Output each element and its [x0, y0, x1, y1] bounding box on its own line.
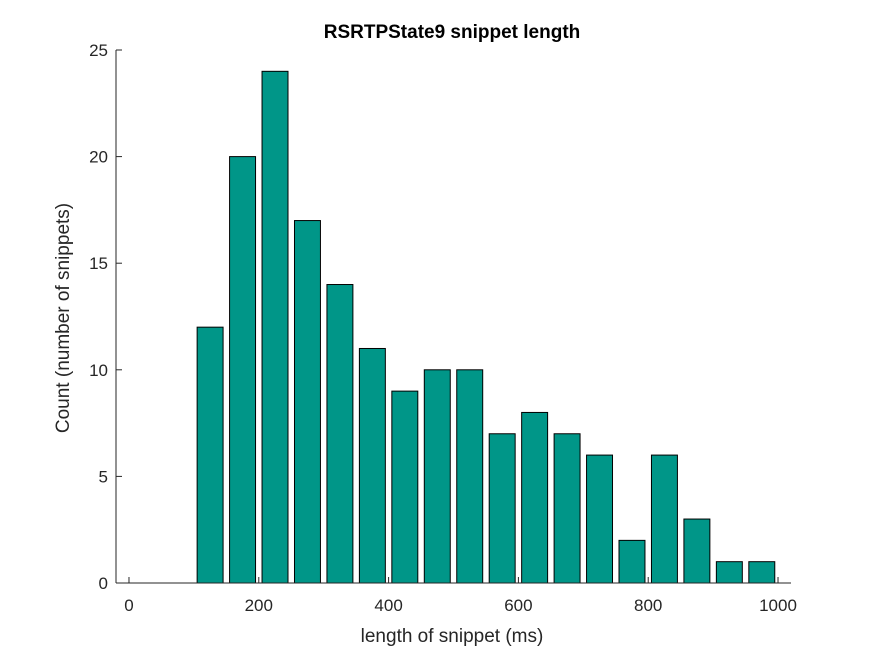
y-tick-label: 5 — [99, 467, 108, 486]
x-tick-label: 1000 — [759, 596, 797, 615]
x-tick-label: 200 — [245, 596, 273, 615]
x-tick-label: 600 — [504, 596, 532, 615]
y-axis-label: Count (number of snippets) — [53, 203, 74, 433]
x-tick-label: 400 — [374, 596, 402, 615]
y-tick-label: 20 — [89, 148, 108, 167]
bar — [650, 454, 678, 584]
bar — [715, 561, 743, 584]
bar — [521, 411, 549, 584]
bar — [293, 220, 321, 584]
bar — [456, 369, 484, 584]
y-tick-label: 25 — [89, 41, 108, 60]
bars-group — [132, 70, 776, 584]
x-axis-label: length of snippet (ms) — [361, 626, 544, 647]
bar — [683, 518, 711, 584]
bar — [586, 454, 614, 584]
bar — [229, 156, 257, 584]
bar — [261, 70, 289, 584]
bar — [748, 561, 776, 584]
chart-title: RSRTPState9 snippet length — [324, 22, 581, 43]
bar — [423, 369, 451, 584]
y-tick-label: 15 — [89, 254, 108, 273]
bar — [196, 326, 224, 584]
bar — [618, 539, 646, 584]
x-tick-label: 0 — [124, 596, 133, 615]
bar — [488, 433, 516, 584]
y-tick-label: 0 — [99, 574, 108, 593]
y-tick-label: 10 — [89, 361, 108, 380]
x-ticks-group: 0 200 400 600 800 1000 — [124, 577, 797, 615]
bar — [358, 347, 386, 584]
x-tick-label: 800 — [634, 596, 662, 615]
y-ticks-group: 0 5 10 15 20 25 — [89, 41, 122, 593]
bar — [326, 284, 354, 584]
bar — [391, 390, 419, 584]
bar — [553, 433, 581, 584]
